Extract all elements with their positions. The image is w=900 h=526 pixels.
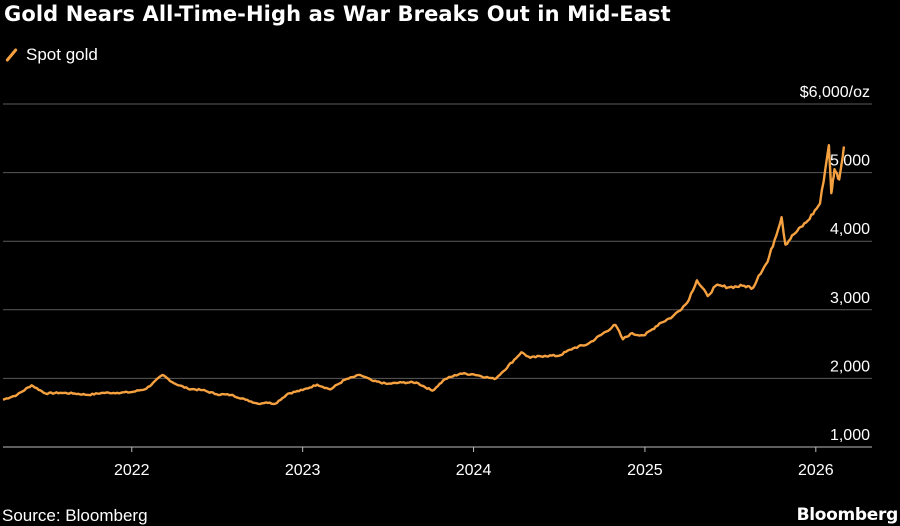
x-tick-label-0: 2022 [114, 462, 150, 479]
y-tick-label-1: 2,000 [830, 358, 870, 375]
x-tick-label-2: 2024 [456, 462, 492, 479]
y-tick-label-3: 4,000 [830, 221, 870, 238]
x-tick-label-1: 2023 [285, 462, 321, 479]
x-tick-label-3: 2025 [627, 462, 663, 479]
y-tick-label-2: 3,000 [830, 290, 870, 307]
chart-title: Gold Nears All-Time-High as War Breaks O… [4, 2, 671, 26]
y-tick-label-4: 5,000 [830, 153, 870, 170]
legend-label: Spot gold [26, 45, 98, 64]
source-note: Source: Bloomberg [2, 506, 148, 525]
y-tick-label-5: $6,000/oz [800, 84, 870, 101]
x-tick-label-4: 2026 [798, 462, 834, 479]
y-tick-label-0: 1,000 [830, 427, 870, 444]
series-line-spot-gold [2, 144, 846, 406]
legend: Spot gold [4, 45, 98, 65]
brand-logo: Bloomberg [796, 505, 899, 525]
